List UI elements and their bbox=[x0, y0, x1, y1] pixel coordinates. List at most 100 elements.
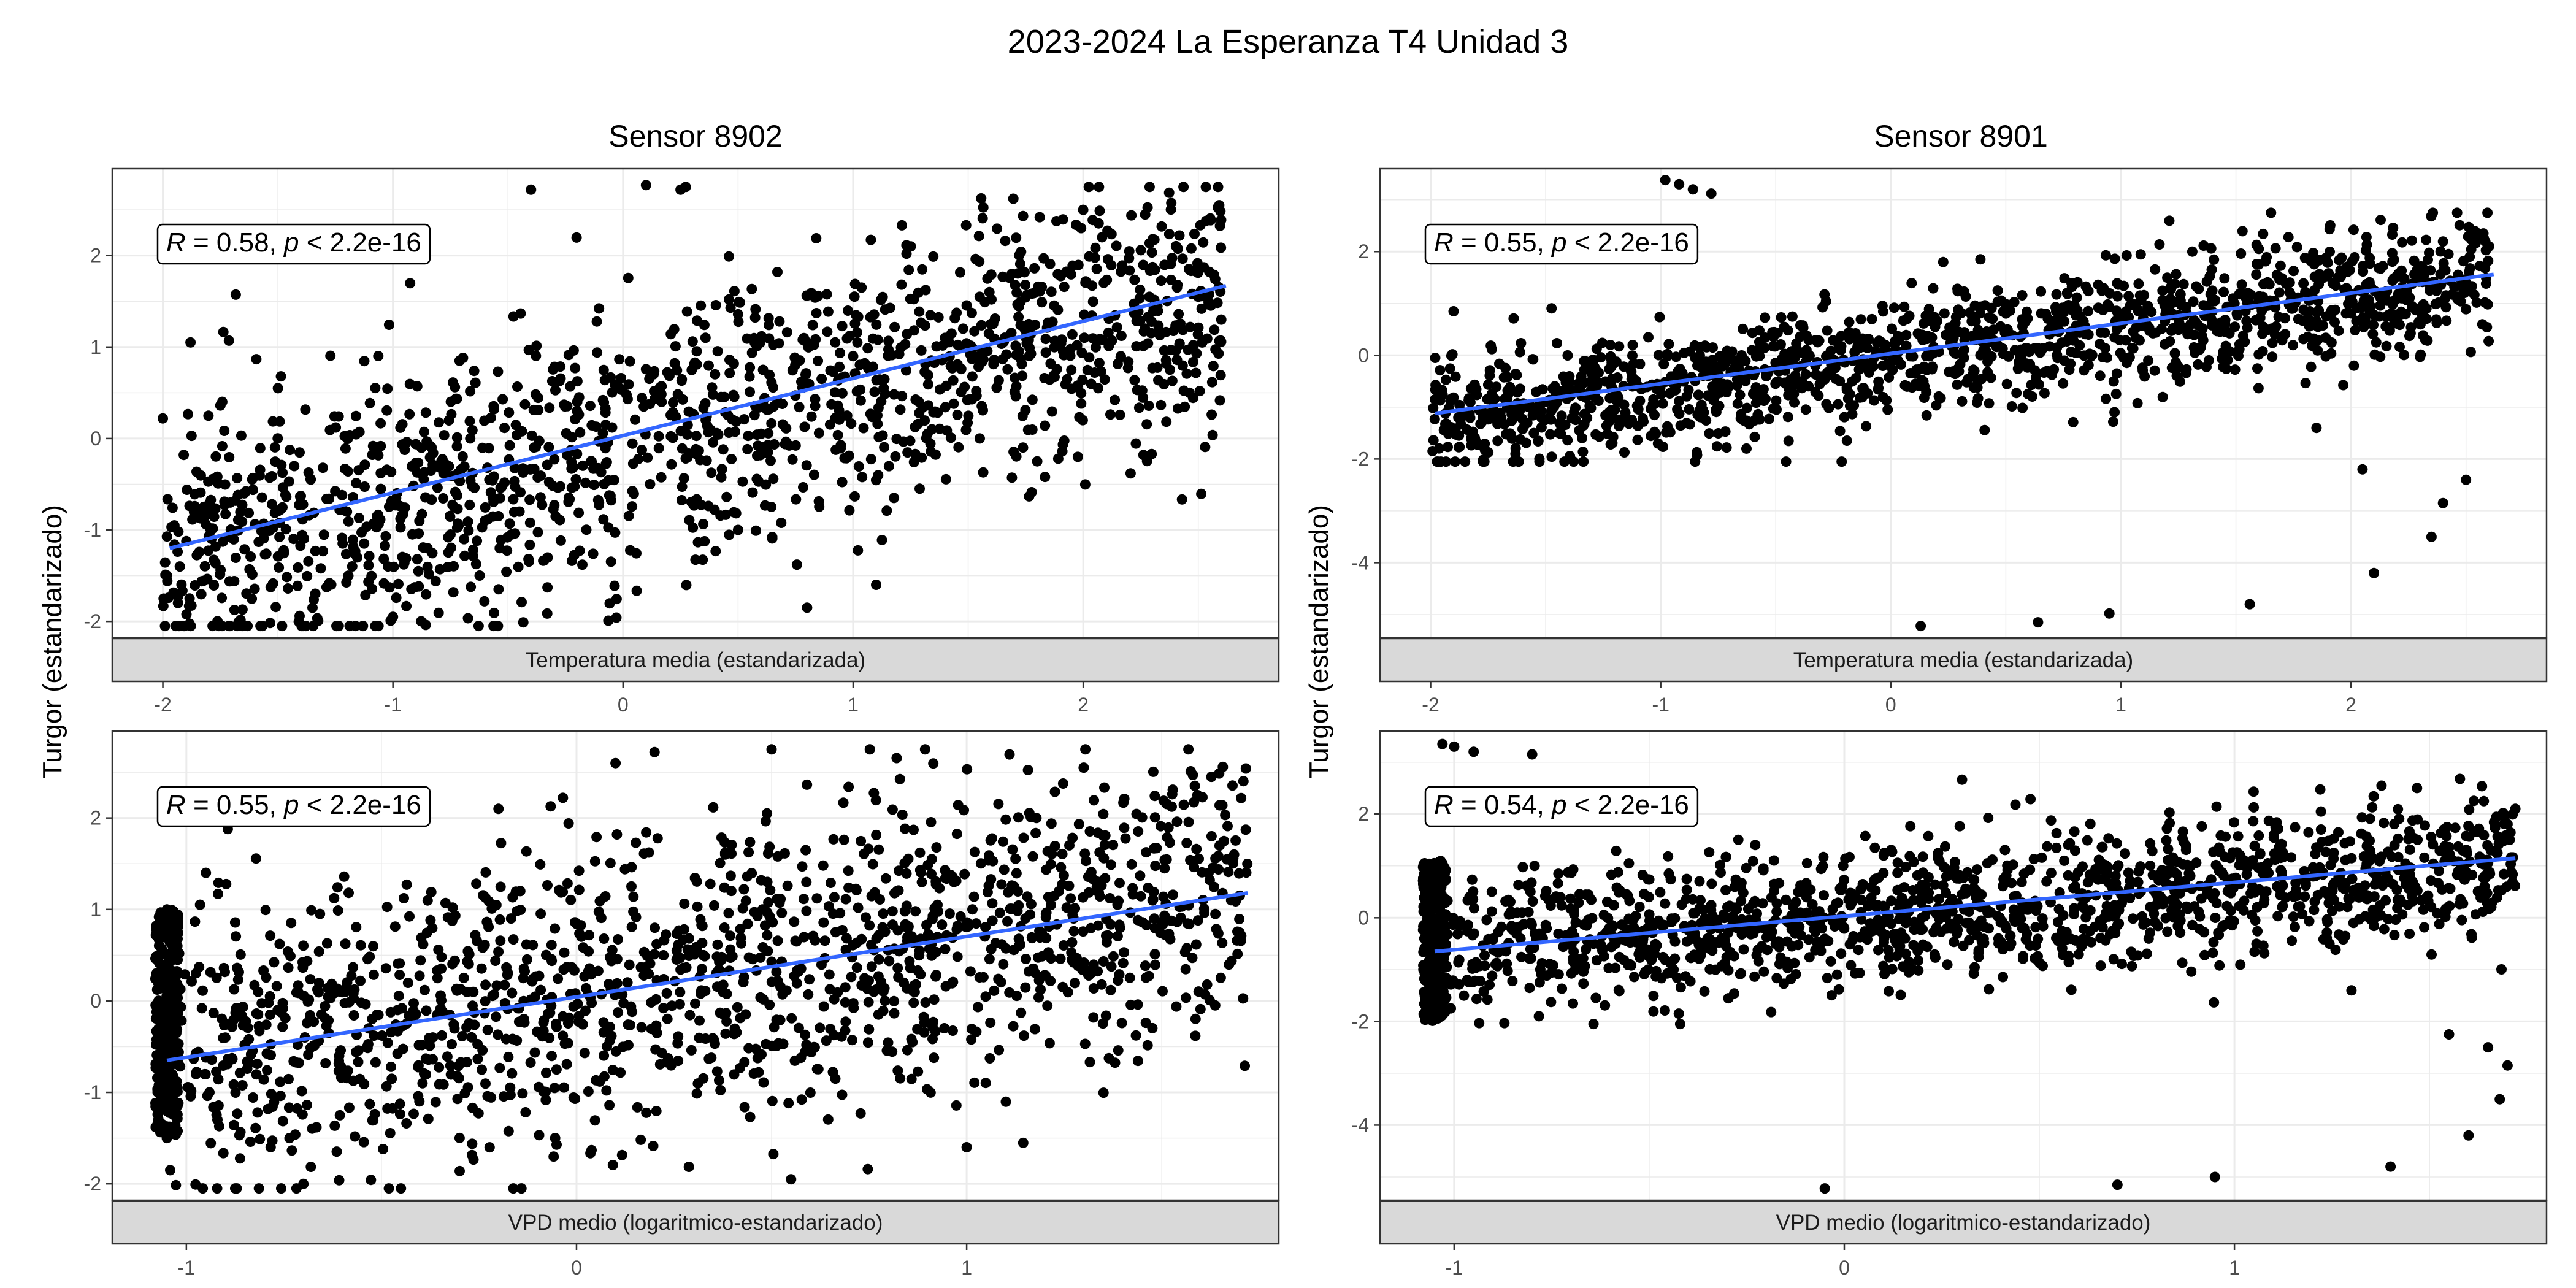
data-point bbox=[2361, 239, 2372, 250]
data-point bbox=[2461, 474, 2472, 485]
data-point bbox=[276, 459, 287, 470]
data-point bbox=[876, 535, 887, 545]
data-point bbox=[2033, 617, 2044, 628]
data-point bbox=[1059, 350, 1070, 361]
data-point bbox=[213, 1121, 224, 1132]
data-point bbox=[706, 467, 717, 478]
data-point bbox=[818, 917, 829, 928]
data-point bbox=[1068, 926, 1079, 937]
data-point bbox=[600, 420, 611, 431]
data-point bbox=[1132, 914, 1143, 926]
data-point bbox=[800, 368, 811, 379]
data-point bbox=[2478, 228, 2489, 239]
x-tick-label: 1 bbox=[848, 694, 859, 716]
data-point bbox=[1972, 382, 1983, 393]
data-point bbox=[1665, 427, 1676, 438]
data-point bbox=[873, 432, 884, 443]
data-point bbox=[811, 308, 822, 318]
data-point bbox=[851, 310, 862, 321]
data-point bbox=[973, 231, 984, 242]
data-point bbox=[503, 1051, 514, 1062]
data-point bbox=[503, 1125, 514, 1137]
data-point bbox=[914, 306, 925, 317]
data-point bbox=[1007, 844, 1018, 855]
data-point bbox=[1183, 744, 1194, 755]
data-point bbox=[1992, 285, 2003, 296]
data-point bbox=[329, 892, 340, 903]
data-point bbox=[951, 829, 962, 840]
data-point bbox=[1024, 491, 1035, 502]
data-point bbox=[1078, 957, 1089, 968]
data-point bbox=[203, 476, 214, 487]
data-point bbox=[914, 950, 925, 961]
data-point bbox=[1040, 347, 1051, 358]
data-point bbox=[183, 408, 193, 420]
data-point bbox=[2264, 279, 2275, 290]
data-point bbox=[1979, 424, 1990, 435]
data-point bbox=[838, 797, 849, 808]
data-point bbox=[305, 1162, 316, 1172]
data-point bbox=[757, 904, 768, 915]
data-point bbox=[829, 387, 840, 398]
data-point bbox=[1735, 413, 1746, 424]
data-point bbox=[1632, 434, 1643, 445]
data-point bbox=[843, 305, 853, 316]
data-point bbox=[725, 870, 736, 881]
data-point bbox=[378, 1144, 389, 1154]
data-point bbox=[274, 416, 285, 427]
data-point bbox=[1788, 388, 1800, 399]
data-point bbox=[505, 913, 516, 924]
data-point bbox=[787, 454, 798, 465]
data-point bbox=[931, 341, 942, 352]
data-point bbox=[1803, 381, 1814, 392]
data-point bbox=[245, 1049, 256, 1060]
data-point bbox=[2169, 348, 2180, 359]
data-point bbox=[1094, 334, 1105, 345]
data-point bbox=[2009, 345, 2020, 356]
data-point bbox=[846, 972, 857, 983]
data-point bbox=[721, 491, 732, 502]
data-point bbox=[1628, 358, 1639, 369]
data-point bbox=[495, 935, 506, 946]
data-point bbox=[683, 406, 694, 417]
data-point bbox=[719, 391, 730, 402]
data-point bbox=[880, 926, 891, 937]
data-point bbox=[822, 326, 833, 337]
data-point bbox=[1217, 937, 1228, 948]
data-point bbox=[232, 473, 243, 484]
data-point bbox=[421, 1005, 432, 1016]
data-point bbox=[1049, 841, 1060, 851]
data-point bbox=[326, 978, 337, 989]
data-point bbox=[369, 1030, 380, 1041]
data-point bbox=[864, 975, 874, 986]
data-point bbox=[1471, 384, 1482, 395]
data-point bbox=[1578, 456, 1589, 467]
data-point bbox=[178, 450, 190, 461]
data-point bbox=[1124, 265, 1135, 276]
data-point bbox=[727, 414, 738, 425]
data-point bbox=[856, 835, 867, 846]
data-point bbox=[1013, 346, 1024, 357]
data-point bbox=[2017, 402, 2028, 413]
data-point bbox=[1000, 943, 1011, 954]
data-point bbox=[540, 1095, 551, 1105]
data-point bbox=[2358, 266, 2369, 277]
data-point bbox=[344, 621, 355, 632]
data-point bbox=[296, 491, 306, 502]
data-point bbox=[668, 397, 678, 408]
data-point bbox=[1016, 1007, 1027, 1018]
data-point bbox=[1220, 810, 1231, 821]
data-point bbox=[743, 847, 754, 858]
data-point bbox=[359, 356, 370, 367]
data-point bbox=[766, 502, 777, 512]
data-point bbox=[467, 1138, 478, 1149]
data-point bbox=[1836, 331, 1847, 342]
data-point bbox=[948, 398, 959, 409]
data-point bbox=[1576, 371, 1587, 382]
data-point bbox=[432, 973, 443, 984]
data-point bbox=[919, 415, 930, 426]
data-point bbox=[1693, 389, 1704, 401]
data-point bbox=[199, 561, 210, 572]
data-point bbox=[1176, 494, 1187, 505]
data-point bbox=[1465, 397, 1476, 408]
